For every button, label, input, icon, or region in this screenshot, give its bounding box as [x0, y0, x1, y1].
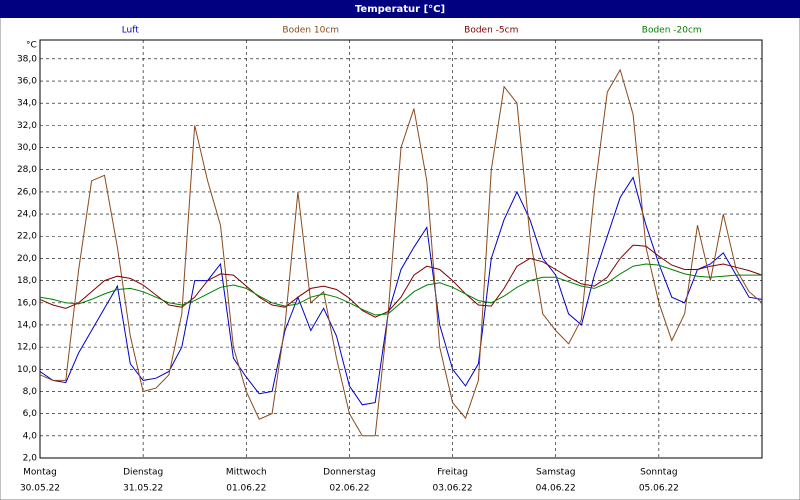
- y-tick-label: 18,0: [17, 276, 37, 286]
- x-tick-label: Donnerstag: [323, 468, 376, 478]
- x-tick-date: 02.06.22: [329, 484, 369, 494]
- y-tick-label: 30,0: [17, 143, 37, 153]
- series-line: [39, 244, 763, 318]
- y-tick-label: 12,0: [17, 343, 37, 353]
- series-line: [39, 263, 762, 316]
- y-tick-label: 36,0: [17, 77, 37, 87]
- series-line: [39, 68, 763, 437]
- y-tick-label: 34,0: [17, 99, 37, 109]
- y-tick-label: 32,0: [17, 121, 37, 131]
- x-tick-date: 31.05.22: [123, 484, 163, 494]
- legend-entry: Luft: [122, 26, 140, 36]
- legend-entry: Boden -20cm: [642, 26, 702, 36]
- y-tick-label: 10,0: [17, 365, 37, 375]
- y-tick-label: 8,0: [23, 387, 38, 397]
- x-tick-label: Sonntag: [640, 468, 677, 478]
- y-tick-label: 28,0: [17, 165, 37, 175]
- y-tick-label: 14,0: [17, 320, 37, 330]
- series-line: [39, 176, 763, 406]
- x-tick-date: 05.06.22: [639, 484, 679, 494]
- x-tick-label: Freitag: [437, 468, 468, 478]
- legend-entry: Boden -5cm: [464, 26, 518, 36]
- y-axis-label: °C: [26, 41, 37, 51]
- x-tick-date: 30.05.22: [20, 484, 60, 494]
- x-tick-label: Mittwoch: [226, 468, 267, 478]
- y-tick-label: 6,0: [23, 409, 38, 419]
- y-tick-label: 22,0: [17, 232, 37, 242]
- y-tick-label: 24,0: [17, 210, 37, 220]
- x-tick-label: Dienstag: [123, 468, 163, 478]
- y-tick-label: 16,0: [17, 298, 37, 308]
- y-tick-label: 2,0: [23, 454, 38, 464]
- title-bar: [0, 0, 800, 18]
- x-tick-label: Samstag: [536, 468, 575, 478]
- x-tick-date: 04.06.22: [536, 484, 576, 494]
- x-tick-date: 03.06.22: [433, 484, 473, 494]
- y-tick-label: 38,0: [17, 54, 37, 64]
- x-tick-date: 01.06.22: [226, 484, 266, 494]
- chart-title: Temperatur [°C]: [355, 4, 445, 15]
- y-tick-label: 20,0: [17, 254, 37, 264]
- x-tick-label: Montag: [23, 468, 57, 478]
- legend-entry: Boden 10cm: [282, 26, 339, 36]
- y-tick-label: 4,0: [23, 431, 38, 441]
- y-tick-label: 26,0: [17, 187, 37, 197]
